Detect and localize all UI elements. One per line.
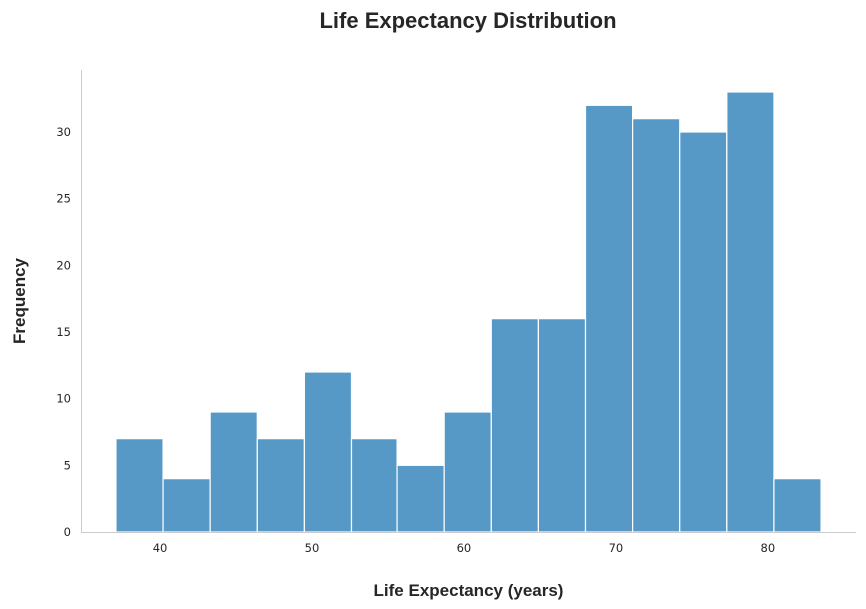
x-ticks: 40 50 60 70 80 [153, 541, 775, 555]
histogram-bar [490, 318, 540, 533]
histogram-bar [256, 438, 305, 533]
histogram-bar [632, 118, 681, 533]
histogram-bar [773, 478, 822, 533]
histogram-bar [115, 438, 164, 533]
y-tick-label: 0 [64, 525, 71, 539]
y-axis-label: Frequency [10, 257, 29, 344]
histogram-bar [396, 464, 445, 533]
x-tick-label: 40 [153, 541, 168, 555]
y-tick-label: 20 [56, 258, 71, 272]
chart-title: Life Expectancy Distribution [319, 8, 616, 33]
y-ticks: 0 5 10 15 20 25 30 [56, 125, 71, 539]
histogram-bar [537, 318, 587, 533]
histogram-bar [679, 131, 728, 533]
x-tick-label: 80 [761, 541, 776, 555]
bars-group [115, 91, 822, 533]
x-tick-label: 70 [609, 541, 624, 555]
histogram-bar [303, 371, 353, 533]
x-tick-label: 60 [457, 541, 472, 555]
histogram-bar [350, 438, 398, 533]
histogram-bar [726, 91, 775, 533]
y-tick-label: 30 [56, 125, 71, 139]
y-tick-label: 5 [64, 458, 71, 472]
x-tick-label: 50 [305, 541, 320, 555]
histogram-bar [162, 478, 211, 533]
y-tick-label: 15 [56, 325, 71, 339]
y-tick-label: 25 [56, 192, 71, 206]
x-axis-label: Life Expectancy (years) [374, 581, 564, 600]
histogram-bar [209, 411, 258, 533]
histogram-bar [584, 104, 634, 533]
y-tick-label: 10 [56, 392, 71, 406]
histogram-bar [443, 411, 492, 533]
